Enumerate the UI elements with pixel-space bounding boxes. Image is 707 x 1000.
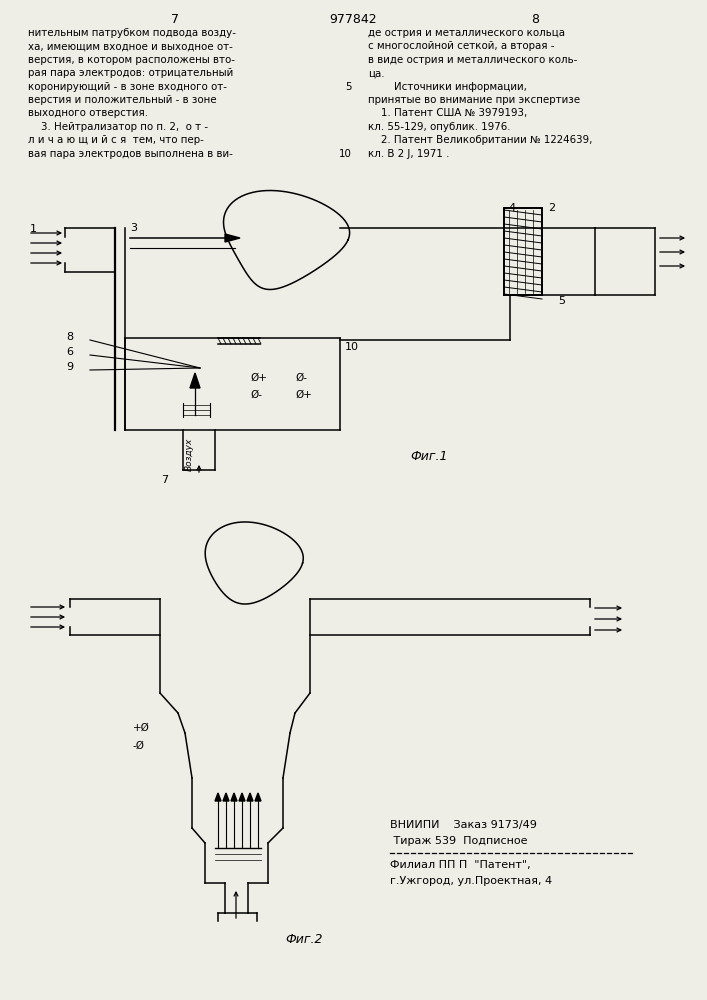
Text: коронирующий - в зоне входного от-: коронирующий - в зоне входного от- [28,82,227,92]
Text: Ø+: Ø+ [295,390,312,400]
Text: принятые во внимание при экспертизе: принятые во внимание при экспертизе [368,95,580,105]
Text: верстия, в котором расположены вто-: верстия, в котором расположены вто- [28,55,235,65]
Text: Источники информации,: Источники информации, [368,82,527,92]
Text: нительным патрубком подвода возду-: нительным патрубком подвода возду- [28,28,236,38]
Text: 6: 6 [66,347,73,357]
Text: в виде острия и металлического коль-: в виде острия и металлического коль- [368,55,578,65]
Text: Воздух: Воздух [185,438,194,471]
Text: ца.: ца. [368,68,385,78]
Text: кл. В 2 J, 1971 .: кл. В 2 J, 1971 . [368,149,450,159]
Text: Тираж 539  Подписное: Тираж 539 Подписное [390,836,527,846]
Text: -Ø: -Ø [133,741,145,751]
Text: 8: 8 [531,13,539,26]
Polygon shape [225,234,240,242]
Text: 977842: 977842 [329,13,377,26]
Polygon shape [190,373,200,388]
Text: +Ø: +Ø [133,723,150,733]
Text: 5: 5 [558,296,565,306]
Text: Филиал ПП П  "Патент",: Филиал ПП П "Патент", [390,860,531,870]
Text: ВНИИПИ    Заказ 9173/49: ВНИИПИ Заказ 9173/49 [390,820,537,830]
Text: г.Ужгород, ул.Проектная, 4: г.Ужгород, ул.Проектная, 4 [390,876,552,886]
Text: Фиг.2: Фиг.2 [285,933,322,946]
Text: 1: 1 [30,224,37,234]
Text: 10: 10 [345,342,359,352]
Text: ха, имеющим входное и выходное от-: ха, имеющим входное и выходное от- [28,41,233,51]
Text: выходного отверстия.: выходного отверстия. [28,108,148,118]
Text: 8: 8 [66,332,73,342]
Text: 7: 7 [171,13,179,26]
Text: Ø-: Ø- [295,373,307,383]
Text: верстия и положительный - в зоне: верстия и положительный - в зоне [28,95,216,105]
Text: де острия и металлического кольца: де острия и металлического кольца [368,28,565,38]
Text: л и ч а ю щ и й с я  тем, что пер-: л и ч а ю щ и й с я тем, что пер- [28,135,204,145]
Polygon shape [255,793,261,801]
Text: с многослойной сеткой, а вторая -: с многослойной сеткой, а вторая - [368,41,554,51]
Text: 2. Патент Великобритании № 1224639,: 2. Патент Великобритании № 1224639, [368,135,592,145]
Text: Ø-: Ø- [250,390,262,400]
Polygon shape [223,793,229,801]
Text: 10: 10 [339,149,352,159]
Text: 9: 9 [66,362,73,372]
Text: 1. Патент США № 3979193,: 1. Патент США № 3979193, [368,108,527,118]
Text: кл. 55-129, опублик. 1976.: кл. 55-129, опублик. 1976. [368,122,510,132]
Polygon shape [239,793,245,801]
Text: 3: 3 [130,223,137,233]
Text: Ø+: Ø+ [250,373,267,383]
Text: 7: 7 [161,475,168,485]
Text: 5: 5 [346,82,352,92]
Text: 4: 4 [508,203,515,213]
Text: вая пара электродов выполнена в ви-: вая пара электродов выполнена в ви- [28,149,233,159]
Text: рая пара электродов: отрицательный: рая пара электродов: отрицательный [28,68,233,78]
Text: Фиг.1: Фиг.1 [410,450,448,463]
Polygon shape [231,793,237,801]
Polygon shape [247,793,253,801]
Text: 2: 2 [548,203,555,213]
Text: 3. Нейтрализатор по п. 2,  о т -: 3. Нейтрализатор по п. 2, о т - [28,122,208,132]
Polygon shape [215,793,221,801]
